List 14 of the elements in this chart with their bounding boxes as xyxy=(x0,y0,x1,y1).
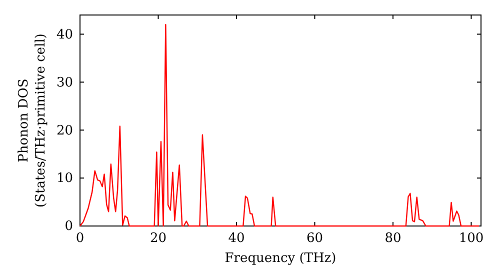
y-axis-title: Phonon DOS (States/THz·primitive cell) xyxy=(16,33,48,208)
x-tick-label: 60 xyxy=(306,231,324,246)
x-tick-label: 20 xyxy=(150,231,167,246)
y-tick-label: 0 xyxy=(64,219,73,234)
x-axis-title: Frequency (THz) xyxy=(224,251,336,266)
y-tick-label: 30 xyxy=(56,75,73,90)
y-tick-label: 10 xyxy=(56,171,73,186)
line-series xyxy=(79,24,480,227)
x-tick-label: 0 xyxy=(76,231,84,246)
x-tick-label: 40 xyxy=(228,231,245,246)
x-tick-label: 100 xyxy=(458,231,484,246)
x-tick-label: 80 xyxy=(384,231,402,246)
y-tick-label: 40 xyxy=(56,27,73,42)
y-tick-label: 20 xyxy=(56,123,73,138)
